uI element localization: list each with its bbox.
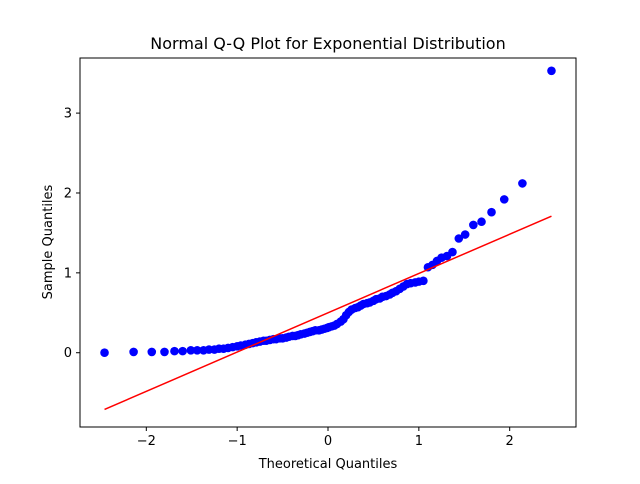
data-point xyxy=(147,347,157,357)
data-point xyxy=(100,348,109,358)
x-axis: −2 −1 0 1 2 xyxy=(137,427,514,449)
data-point xyxy=(454,234,464,243)
data-point xyxy=(487,207,496,217)
y-axis: 0 1 2 3 xyxy=(64,107,80,361)
data-point xyxy=(477,217,486,227)
data-point xyxy=(547,66,556,76)
data-point xyxy=(460,230,470,239)
x-tick-label: 0 xyxy=(324,434,332,449)
data-point xyxy=(160,347,169,357)
y-axis-label: Sample Quantiles xyxy=(41,184,56,299)
data-point xyxy=(178,346,187,356)
data-point xyxy=(518,179,527,188)
reference-line xyxy=(104,215,552,411)
data-point xyxy=(192,346,202,355)
data-point xyxy=(170,346,179,356)
y-tick-label: 0 xyxy=(64,346,72,361)
x-axis-label: Theoretical Quantiles xyxy=(258,457,398,472)
data-point xyxy=(419,276,428,286)
x-tick-label: −2 xyxy=(137,434,156,449)
y-tick-label: 1 xyxy=(64,266,72,281)
data-point xyxy=(448,247,457,257)
x-tick-label: 2 xyxy=(506,434,514,449)
data-point xyxy=(186,346,196,355)
data-point xyxy=(469,220,478,230)
data-point xyxy=(499,195,509,204)
plot-area xyxy=(100,66,556,411)
x-tick-label: −1 xyxy=(228,434,247,449)
chart-title: Normal Q-Q Plot for Exponential Distribu… xyxy=(150,34,505,53)
y-tick-label: 2 xyxy=(64,186,72,201)
y-tick-label: 3 xyxy=(64,107,72,122)
data-point xyxy=(129,347,138,357)
x-tick-label: 1 xyxy=(415,434,423,449)
